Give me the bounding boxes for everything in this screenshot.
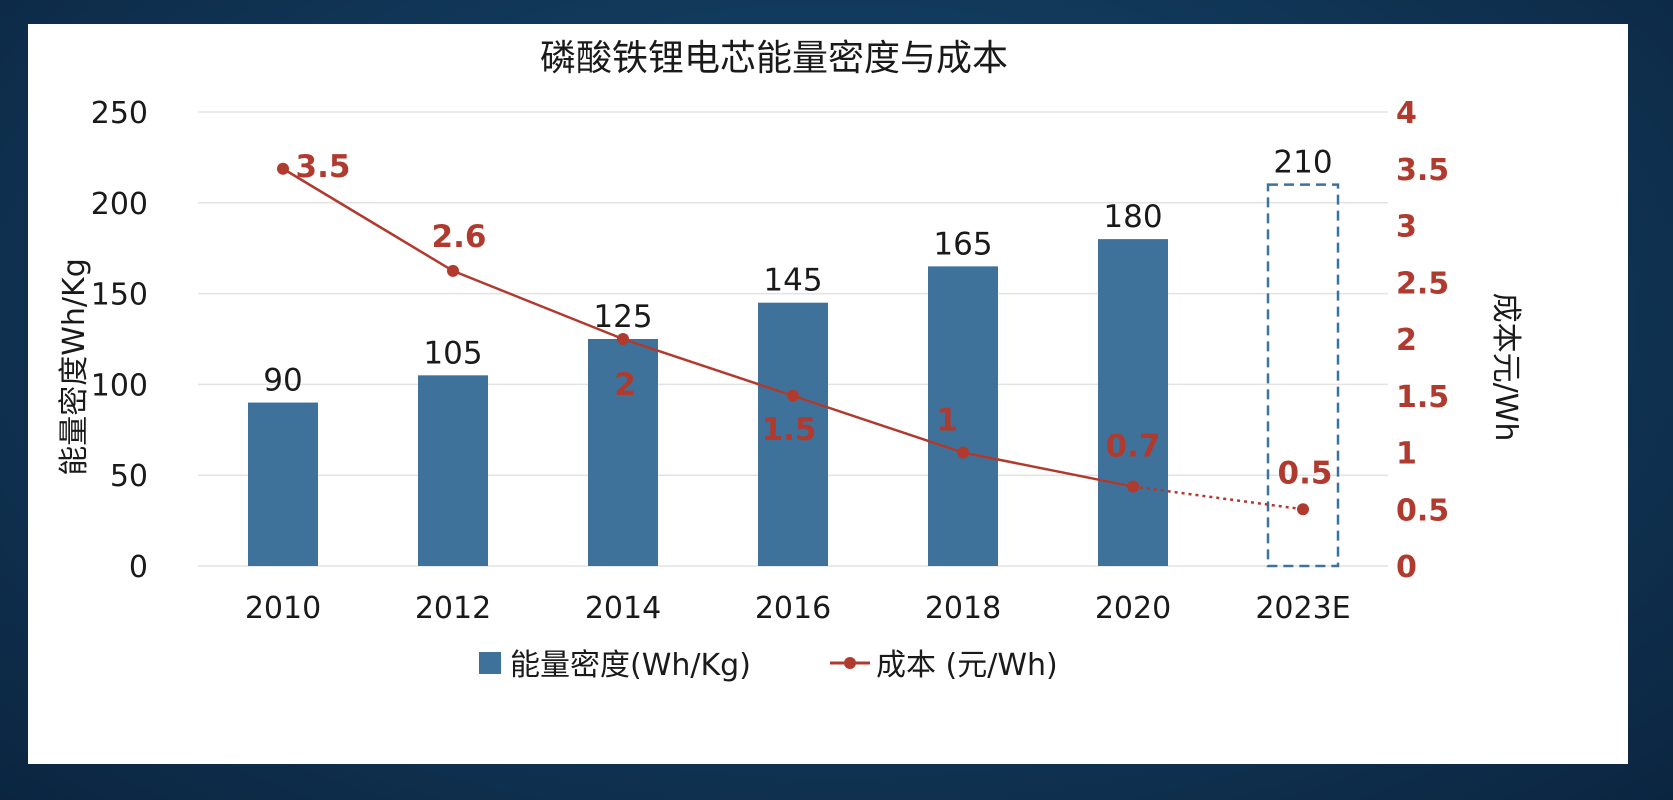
cost-point <box>447 264 459 277</box>
y-tick-label: 50 <box>110 459 148 494</box>
y2-tick-label: 4 <box>1396 96 1417 131</box>
cost-line-layer: 3.5 2.6 2 1.5 1 0.7 0.5 <box>277 149 1332 516</box>
bar-value-label: 210 <box>1273 145 1332 181</box>
bar <box>928 266 998 566</box>
cost-value-label: 1.5 <box>762 412 817 448</box>
bar-value-label: 165 <box>933 226 992 262</box>
y-tick-label: 0 <box>129 550 148 585</box>
legend-label-energy-density: 能量密度(Wh/Kg) <box>510 648 751 683</box>
x-tick-label: 2020 <box>1095 591 1171 626</box>
cost-point <box>1127 480 1139 493</box>
y-axis-title: 能量密度Wh/Kg <box>57 258 92 476</box>
x-tick-label: 2016 <box>755 591 831 626</box>
bar <box>1098 239 1168 566</box>
y2-tick-label: 1.5 <box>1396 380 1449 415</box>
cost-value-label: 0.5 <box>1278 455 1333 491</box>
cost-point <box>787 389 799 402</box>
y2-tick-label: 0 <box>1396 550 1417 585</box>
bar <box>248 402 318 566</box>
legend-label-cost: 成本 (元/Wh) <box>876 648 1058 683</box>
bar <box>418 375 488 566</box>
legend-swatch-energy-density <box>479 652 501 674</box>
cost-value-label: 3.5 <box>296 149 351 185</box>
cost-point <box>1297 503 1309 516</box>
y2-tick-label: 3.5 <box>1396 153 1449 188</box>
cost-value-label: 2 <box>614 367 636 403</box>
y-tick-label: 100 <box>91 368 148 403</box>
chart-title: 磷酸铁锂电芯能量密度与成本 <box>540 38 1008 79</box>
bar <box>588 339 658 566</box>
bar <box>758 302 828 566</box>
y-tick-label: 250 <box>91 96 148 131</box>
bar-estimate <box>1266 183 1340 568</box>
cost-point <box>617 333 629 345</box>
bar-value-label: 90 <box>263 363 302 399</box>
x-tick-label: 2018 <box>925 591 1001 626</box>
axes-layer: 0 50 100 150 200 250 0 0.5 1 1.5 2 2.5 3 3.5 4 2010 2012… <box>91 96 1449 626</box>
x-tick-label: 2012 <box>415 591 491 626</box>
y-tick-label: 200 <box>91 187 148 222</box>
x-tick-label: 2010 <box>245 591 321 626</box>
cost-line-estimate <box>1132 485 1304 511</box>
y2-tick-label: 1 <box>1396 437 1417 472</box>
bar-value-label: 180 <box>1103 199 1162 235</box>
bars-layer: 90 105 125 145 165 180 210 <box>248 145 1340 568</box>
y2-tick-label: 2.5 <box>1396 266 1449 301</box>
cost-point <box>277 162 289 175</box>
bar-value-label: 145 <box>763 263 822 299</box>
legend: 能量密度(Wh/Kg) 成本 (元/Wh) <box>479 648 1058 683</box>
cost-value-label: 2.6 <box>432 219 487 255</box>
y2-tick-label: 2 <box>1396 323 1417 358</box>
y2-tick-label: 0.5 <box>1396 493 1449 528</box>
bar-value-label: 105 <box>423 335 482 371</box>
x-tick-label: 2023E <box>1255 591 1350 626</box>
cost-point <box>957 446 969 459</box>
y2-axis-title: 成本元/Wh <box>1488 293 1523 442</box>
legend-marker-cost <box>844 657 856 669</box>
y2-tick-label: 3 <box>1396 210 1417 245</box>
x-tick-label: 2014 <box>585 591 661 626</box>
cost-value-label: 1 <box>936 403 958 439</box>
bar-value-label: 125 <box>593 299 652 335</box>
cost-line <box>282 167 1134 488</box>
y-tick-label: 150 <box>91 278 148 313</box>
cost-value-label: 0.7 <box>1106 429 1161 465</box>
chart-panel: 磷酸铁锂电芯能量密度与成本 90 105 125 145 165 180 210 3.5 2.… <box>28 24 1628 764</box>
